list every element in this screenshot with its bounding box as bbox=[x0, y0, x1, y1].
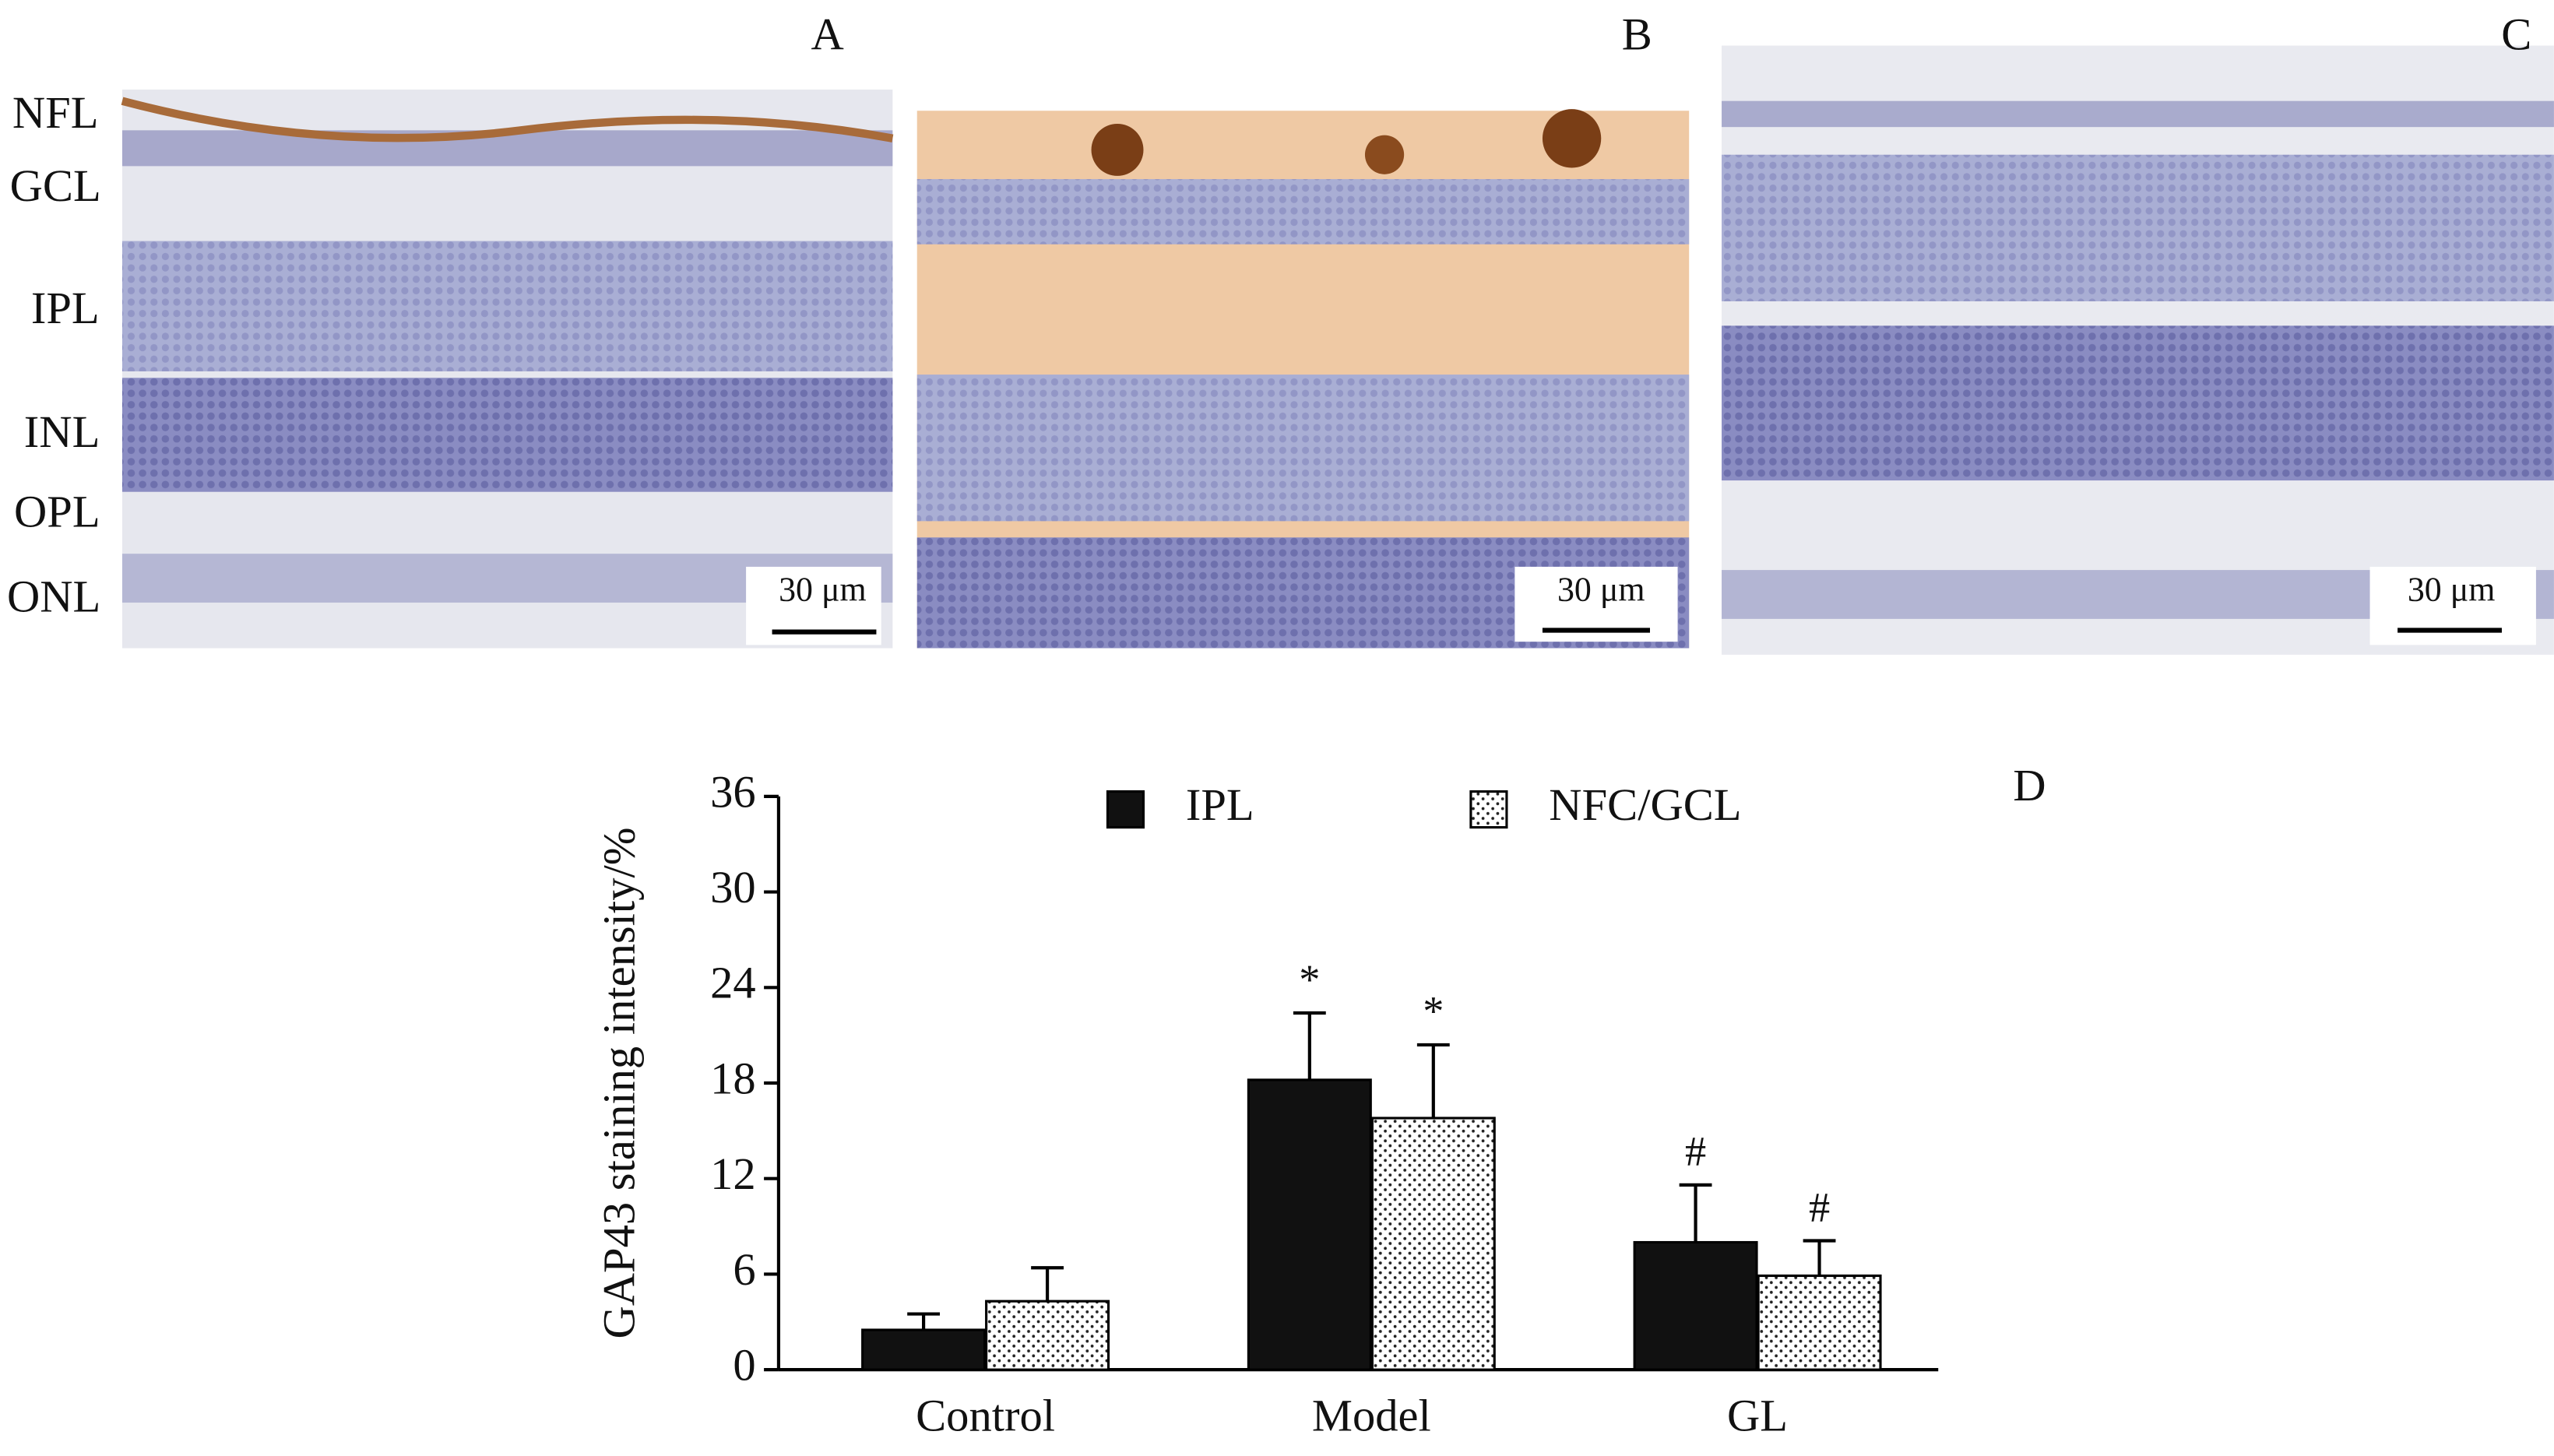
y-tick-label: 6 bbox=[733, 1244, 755, 1295]
y-axis-label: GAP43 staining intensity/% bbox=[594, 827, 645, 1338]
bar bbox=[861, 1328, 987, 1371]
significance-mark: # bbox=[1809, 1183, 1830, 1230]
error-bar bbox=[1803, 1239, 1836, 1276]
bar bbox=[1757, 1274, 1882, 1371]
error-bar bbox=[907, 1312, 941, 1331]
scale-bars: 30 μm 30 μm 30 μm bbox=[746, 566, 2536, 645]
panel-label: B bbox=[1622, 9, 1652, 60]
y-tick-label: 24 bbox=[710, 958, 756, 1008]
layer-label: NFL bbox=[12, 87, 99, 138]
scale-label: 30 μm bbox=[2408, 570, 2496, 608]
error-bar bbox=[1293, 1011, 1326, 1080]
significance-mark: * bbox=[1423, 988, 1444, 1035]
y-tick-label: 30 bbox=[710, 862, 756, 913]
y-tick-label: 36 bbox=[710, 766, 756, 817]
y-tick-label: 12 bbox=[710, 1148, 756, 1199]
y-tick-label: 18 bbox=[710, 1053, 756, 1103]
bar bbox=[1247, 1078, 1372, 1371]
micrograph-b bbox=[916, 109, 1690, 649]
panel-label: A bbox=[811, 9, 844, 60]
y-tick-label: 0 bbox=[733, 1340, 755, 1391]
x-tick-label: Model bbox=[1312, 1390, 1431, 1440]
x-tick-label: GL bbox=[1727, 1390, 1788, 1440]
layer-label: IPL bbox=[31, 283, 100, 333]
error-bar bbox=[1416, 1043, 1450, 1118]
panel-label: D bbox=[2013, 760, 2046, 811]
x-tick-label: Control bbox=[916, 1390, 1055, 1440]
legend-label: NFC/GCL bbox=[1549, 779, 1741, 830]
bar bbox=[1370, 1117, 1496, 1371]
significance-mark: # bbox=[1685, 1128, 1706, 1175]
error-bar bbox=[1679, 1183, 1712, 1243]
layer-label: OPL bbox=[14, 487, 100, 537]
significance-mark: * bbox=[1299, 956, 1320, 1003]
scale-label: 30 μm bbox=[779, 570, 867, 608]
layer-label: ONL bbox=[7, 571, 100, 621]
bar bbox=[1633, 1240, 1758, 1371]
layer-label: INL bbox=[24, 406, 100, 457]
micrograph-a bbox=[121, 90, 894, 649]
scale-label: 30 μm bbox=[1557, 570, 1645, 608]
legend-swatch bbox=[1469, 790, 1508, 829]
micrograph-c bbox=[1722, 45, 2554, 655]
legend-swatch bbox=[1106, 790, 1145, 829]
layer-label: GCL bbox=[10, 160, 101, 211]
error-bar bbox=[1031, 1266, 1064, 1302]
bar-chart: GAP43 staining intensity/% 0 6 12 18 24 30 36 I… bbox=[594, 766, 1939, 1440]
bar bbox=[985, 1299, 1110, 1371]
legend-label: IPL bbox=[1186, 779, 1254, 830]
panel-label: C bbox=[2501, 9, 2531, 60]
